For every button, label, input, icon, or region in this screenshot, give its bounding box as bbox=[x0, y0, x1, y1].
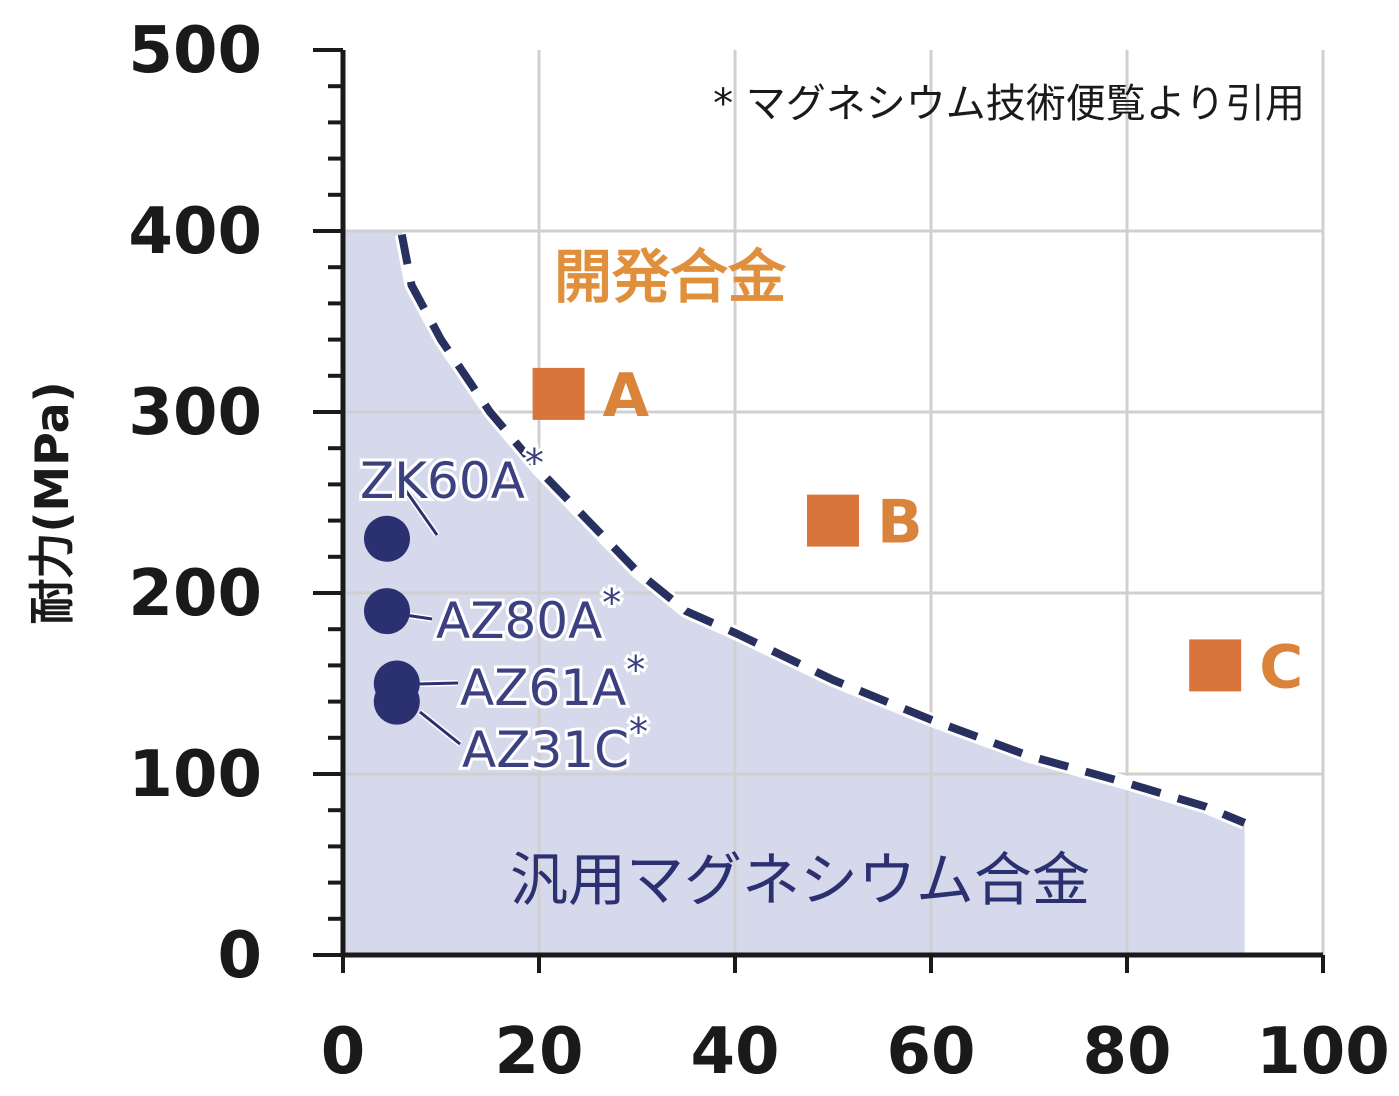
x-tick-label: 20 bbox=[494, 1015, 583, 1089]
point-leader-line bbox=[417, 681, 459, 686]
developed-alloy-region-label: 開発合金 bbox=[554, 243, 787, 311]
point-label: A bbox=[603, 361, 650, 431]
general-alloy-point bbox=[373, 678, 420, 725]
y-tick-label: 500 bbox=[128, 14, 262, 88]
y-tick-label: 100 bbox=[128, 738, 262, 812]
general-alloy-point bbox=[364, 588, 410, 635]
general-alloy-point bbox=[364, 515, 410, 562]
source-annotation: * マグネシウム技術便覧より引用 bbox=[713, 81, 1305, 127]
axes: 0 100 200 300 400 500 0 20 40 60 80 100 bbox=[128, 14, 1389, 1089]
x-tick-label: 80 bbox=[1082, 1015, 1171, 1089]
developed-alloy-point bbox=[532, 367, 585, 420]
x-tick-label: 0 bbox=[321, 1015, 366, 1089]
x-tick-label: 40 bbox=[690, 1015, 779, 1089]
boundary-curve bbox=[397, 233, 1247, 827]
point-label: ZK60A* bbox=[360, 441, 544, 510]
point-label: AZ61A* bbox=[460, 648, 645, 717]
point-label: C bbox=[1259, 632, 1303, 702]
y-tick-label: 200 bbox=[128, 557, 262, 631]
y-tick-label: 0 bbox=[217, 919, 262, 993]
point-leader-line bbox=[419, 710, 461, 746]
developed-alloy-point bbox=[1189, 639, 1242, 692]
point-label: AZ80A* bbox=[436, 581, 621, 650]
point-label: B bbox=[877, 488, 923, 558]
developed-alloy-point bbox=[807, 494, 859, 547]
y-tick-label: 300 bbox=[128, 376, 262, 450]
point-leader-line bbox=[402, 487, 439, 536]
x-tick-label: 100 bbox=[1256, 1015, 1390, 1089]
data-points: ZK60A* AZ80A*AZ61A*AZ31C* A B C bbox=[357, 361, 1303, 782]
x-tick-label: 60 bbox=[886, 1015, 975, 1089]
point-label: AZ31C* bbox=[462, 710, 648, 779]
general-alloy-region-label: 汎用マグネシウム合金 bbox=[510, 846, 1090, 914]
y-tick-label: 400 bbox=[128, 195, 262, 269]
y-axis-label: 耐力(MPa) bbox=[25, 381, 79, 624]
grid bbox=[343, 50, 1325, 955]
boundary-curve-layer bbox=[394, 233, 1248, 830]
